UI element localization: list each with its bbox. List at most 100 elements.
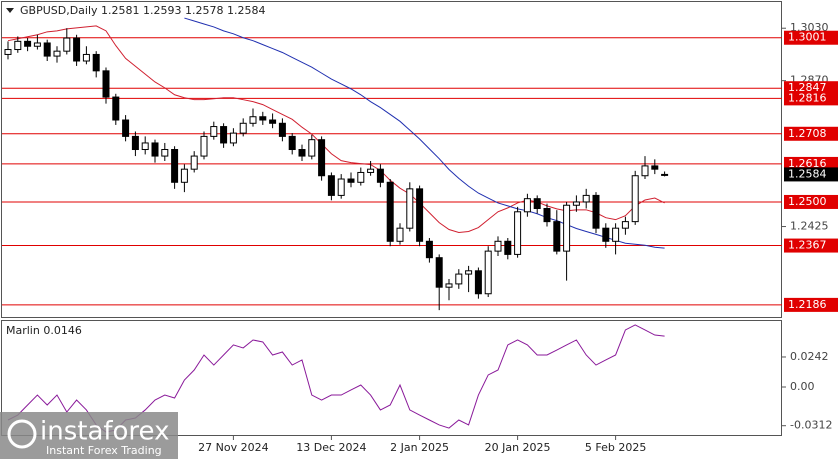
candle-body [621,221,629,229]
candle-body [504,240,512,255]
candle-body [259,116,267,121]
candle-body [631,175,639,223]
x-tick-label: 20 Jan 2025 [485,441,551,454]
candle-body [141,142,149,151]
candle-body [298,149,306,157]
candle-body [543,208,551,223]
x-tick-label: 13 Dec 2024 [296,441,366,454]
candle-body [53,50,61,57]
candle-body [151,142,159,157]
level-label: 1.2616 [788,157,827,170]
candle-body [318,139,326,177]
candle-body [24,40,32,47]
candle-body [92,53,100,72]
candle-body [455,273,463,285]
level-label: 1.3001 [788,31,827,44]
candle-body [43,42,51,57]
level-label-box [784,238,838,253]
candle-body [180,168,188,183]
candle-body [288,135,296,151]
level-label-box [784,30,838,45]
indicator-tick-label: -0.0312 [790,419,832,432]
candle-body [249,116,257,124]
candle-body [131,135,139,151]
level-label: 1.2816 [788,91,827,104]
x-tick-label: 5 Feb 2025 [585,441,646,454]
candle-body [484,250,492,295]
level-label: 1.2708 [788,127,827,140]
logo-icon [7,419,37,449]
candle-body [4,49,12,55]
candle-body [14,40,22,51]
candle-body [651,165,659,170]
candle-body [396,227,404,242]
level-label: 1.2500 [788,195,827,208]
candle-body [465,270,473,275]
indicator-label: Marlin 0.0146 [6,324,82,337]
candle-body [337,178,345,196]
level-label-box [784,297,838,312]
level-label-box [784,126,838,141]
candle-body [602,227,610,242]
candle-body [357,171,365,183]
chart-title: GBPUSD,Daily 1.2581 1.2593 1.2578 1.2584 [20,4,265,17]
candle-body [220,126,228,144]
candle-body [229,132,237,144]
candle-body [171,149,179,183]
candle-body [190,155,198,170]
main-panel-frame [1,1,782,318]
candle-body [73,37,81,62]
moving-average [184,17,665,249]
level-label-box [784,194,838,209]
candle-body [612,227,620,242]
candle-body [563,204,571,252]
candle-body [102,70,110,98]
candle-body [582,194,590,203]
candle-body [278,122,286,137]
candle-body [200,135,208,157]
candle-body [308,139,316,157]
candle-body [63,37,71,52]
candle-body [112,96,120,121]
candle-body [435,257,443,288]
candle-body [33,42,41,47]
logo-tagline: Instant Forex Trading [46,444,162,457]
candle-body [82,53,90,62]
level-label-box [784,91,838,106]
candle-body [533,198,541,210]
candle-body [494,240,502,252]
candle-body [572,201,580,206]
candle-body [641,165,649,177]
candle-body [553,221,561,252]
level-label: 1.2847 [788,81,827,94]
moving-average [7,25,665,233]
candle-body [239,122,247,134]
candle-body [376,168,384,183]
indicator-tick-label: 0.00 [790,380,815,393]
candle-body [514,211,522,255]
candle-body [347,178,355,183]
indicator-panel-frame [1,320,782,436]
candle-body [161,149,169,157]
candle-body [406,188,414,229]
y-tick-label: 1.2425 [790,220,829,233]
indicator-tick-label: 0.0242 [790,350,829,363]
collapse-arrow [6,8,14,13]
candle-body [386,181,394,242]
candle-body [122,119,130,137]
logo: instaforex Instant Forex Trading [0,412,178,459]
candle-body [269,119,277,124]
candle-body [416,188,424,242]
current-price-box [784,167,838,182]
candle-body [445,283,453,288]
candle-body [425,240,433,259]
candle-body [327,175,335,196]
x-tick-label: 2 Jan 2025 [390,441,449,454]
logo-box [0,412,178,459]
current-price-label: 1.2584 [788,167,827,180]
candle-body [210,126,218,137]
candle-body [592,194,600,229]
logo-brand: instaforex [40,417,169,447]
level-label: 1.2367 [788,239,827,252]
